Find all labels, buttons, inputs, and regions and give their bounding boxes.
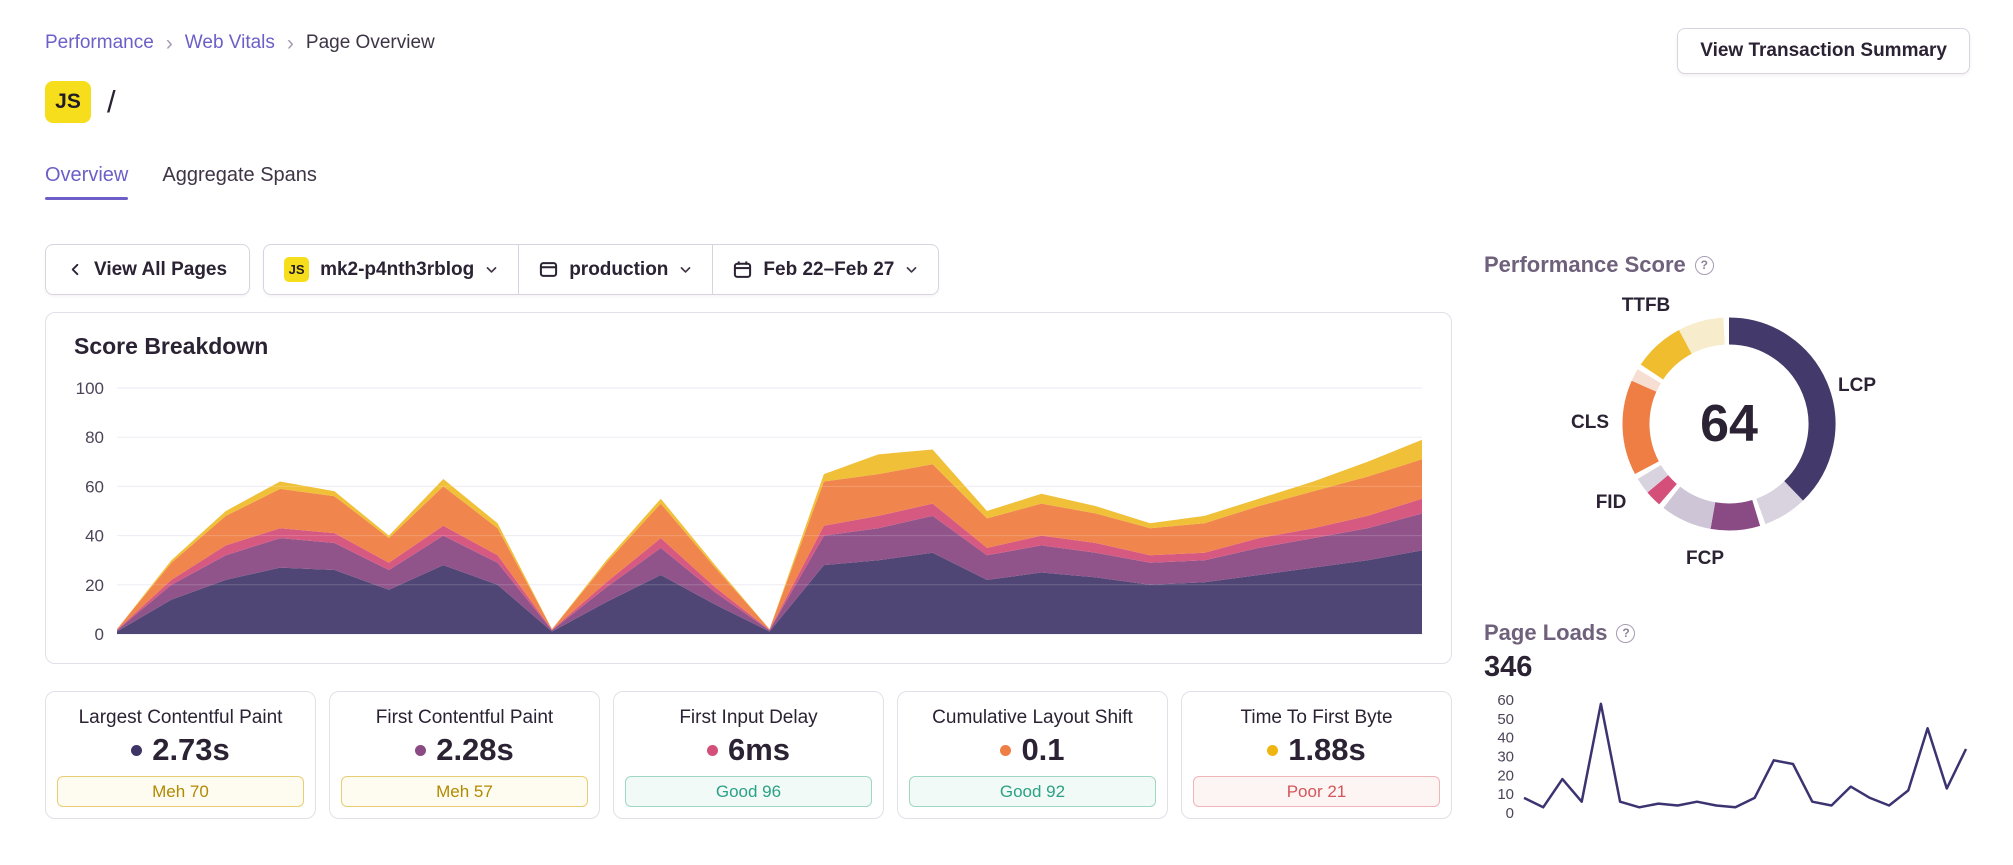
breadcrumb-page-overview: Page Overview	[305, 32, 435, 53]
meter-value: 2.73s	[131, 732, 230, 768]
status-badge: Poor 21	[1193, 776, 1440, 807]
javascript-project-icon: JS	[284, 257, 310, 282]
fcp-color-dot	[415, 744, 427, 756]
ring-label-ttfb: TTFB	[1621, 295, 1671, 316]
svg-text:40: 40	[85, 527, 104, 546]
divider	[712, 245, 714, 294]
svg-text:80: 80	[85, 428, 104, 447]
performance-score-heading: Performance Score ?	[1484, 252, 1714, 278]
filter-bar: View All Pages JS mk2-p4nth3rblog produc…	[45, 244, 1452, 295]
breadcrumb-performance[interactable]: Performance	[45, 32, 154, 53]
status-badge: Good 92	[909, 776, 1156, 807]
svg-text:20: 20	[85, 576, 104, 595]
view-all-pages-button[interactable]: View All Pages	[45, 244, 251, 295]
page-title: /	[107, 84, 116, 119]
web-vitals-meters: Largest Contentful Paint 2.73s Meh 70 Fi…	[45, 691, 1452, 819]
svg-text:10: 10	[1497, 786, 1514, 803]
meter-card-fcp[interactable]: First Contentful Paint 2.28s Meh 57	[329, 691, 600, 819]
view-all-pages-label: View All Pages	[94, 258, 228, 280]
meter-card-ttfb[interactable]: Time To First Byte 1.88s Poor 21	[1181, 691, 1452, 819]
score-breakdown-panel: Score Breakdown 0 20 40 60 80 100	[45, 312, 1452, 664]
ring-label-fid: FID	[1595, 492, 1627, 513]
status-badge: Good 96	[625, 776, 872, 807]
cls-color-dot	[1000, 744, 1012, 756]
view-transaction-summary-button[interactable]: View Transaction Summary	[1677, 28, 1970, 74]
meter-value: 6ms	[706, 732, 790, 768]
meter-value: 2.28s	[415, 732, 514, 768]
help-icon[interactable]: ?	[1694, 255, 1714, 275]
svg-text:0: 0	[95, 625, 104, 644]
project-select-value: mk2-p4nth3rblog	[320, 258, 475, 280]
tab-overview[interactable]: Overview	[45, 164, 129, 200]
meter-card-cls[interactable]: Cumulative Layout Shift 0.1 Good 92	[897, 691, 1168, 819]
page-header: JS /	[45, 80, 1452, 124]
project-select[interactable]: JS mk2-p4nth3rblog	[264, 245, 518, 294]
svg-text:20: 20	[1497, 767, 1514, 784]
page-loads-count: 346	[1484, 651, 1533, 683]
meter-title: Cumulative Layout Shift	[932, 707, 1133, 728]
window-icon	[539, 260, 558, 279]
meter-value: 0.1	[1000, 732, 1065, 768]
svg-text:100: 100	[76, 379, 104, 398]
tab-bar: Overview Aggregate Spans	[45, 164, 1452, 200]
score-breakdown-chart: 0 20 40 60 80 100	[76, 379, 1422, 644]
score-breakdown-title: Score Breakdown	[74, 333, 269, 359]
ttfb-color-dot	[1267, 744, 1279, 756]
chevron-down-icon	[485, 263, 498, 276]
performance-score-ring: 64	[1609, 304, 1849, 544]
page-loads-heading: Page Loads ?	[1484, 620, 1636, 646]
meter-card-fid[interactable]: First Input Delay 6ms Good 96	[613, 691, 884, 819]
performance-score-value: 64	[1700, 395, 1758, 453]
svg-text:60: 60	[1497, 692, 1514, 709]
fid-color-dot	[706, 744, 718, 756]
environment-select-value: production	[569, 258, 669, 280]
svg-text:0: 0	[1506, 805, 1514, 822]
chevron-left-icon	[68, 262, 83, 277]
calendar-icon	[733, 260, 752, 279]
chevron-right-icon: ›	[165, 31, 173, 55]
javascript-platform-icon: JS	[45, 81, 91, 123]
divider	[518, 245, 520, 294]
performance-sidebar: Performance Score ? 64 TTFB LCP CLS FID …	[1484, 252, 1989, 852]
date-range-select-value: Feb 22–Feb 27	[763, 258, 895, 280]
ring-label-fcp: FCP	[1686, 548, 1724, 569]
meter-title: First Input Delay	[679, 707, 818, 728]
svg-text:30: 30	[1497, 749, 1514, 766]
tab-aggregate-spans[interactable]: Aggregate Spans	[162, 164, 317, 186]
meter-card-lcp[interactable]: Largest Contentful Paint 2.73s Meh 70	[45, 691, 316, 819]
chevron-down-icon	[679, 263, 692, 276]
meter-title: Largest Contentful Paint	[78, 707, 283, 728]
environment-select[interactable]: production	[519, 245, 712, 294]
chevron-right-icon: ›	[286, 31, 294, 55]
meter-value: 1.88s	[1267, 732, 1366, 768]
ring-label-lcp: LCP	[1838, 375, 1876, 396]
lcp-color-dot	[131, 744, 143, 756]
status-badge: Meh 57	[341, 776, 588, 807]
svg-text:50: 50	[1497, 711, 1514, 728]
breadcrumb: Performance › Web Vitals › Page Overview	[45, 32, 1452, 54]
chevron-down-icon	[905, 263, 918, 276]
date-range-select[interactable]: Feb 22–Feb 27	[713, 245, 938, 294]
ring-label-cls: CLS	[1571, 412, 1609, 433]
performance-score-donut-chart	[1622, 317, 1836, 531]
main-column: Performance › Web Vitals › Page Overview…	[45, 0, 1452, 819]
meter-title: First Contentful Paint	[375, 707, 554, 728]
breadcrumb-web-vitals[interactable]: Web Vitals	[184, 32, 275, 53]
help-icon[interactable]: ?	[1616, 623, 1636, 643]
page-filters-group: JS mk2-p4nth3rblog production	[263, 244, 940, 295]
svg-text:40: 40	[1497, 730, 1514, 747]
meter-title: Time To First Byte	[1240, 707, 1393, 728]
svg-text:60: 60	[85, 477, 104, 496]
status-badge: Meh 70	[57, 776, 304, 807]
